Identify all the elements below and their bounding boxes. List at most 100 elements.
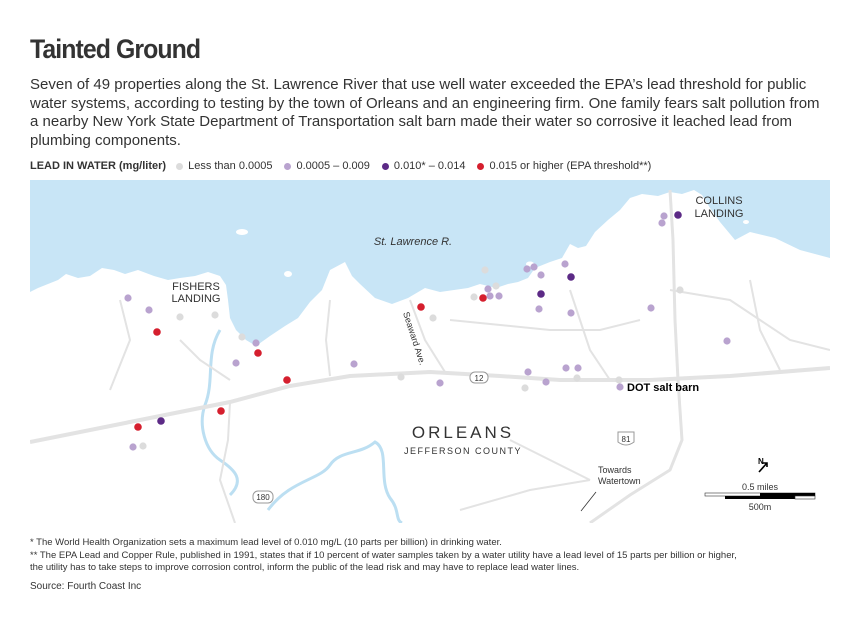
- legend-dot-icon: [284, 162, 292, 170]
- sample-point[interactable]: [660, 212, 668, 220]
- sample-point[interactable]: [524, 368, 532, 376]
- sample-point[interactable]: [573, 374, 581, 382]
- sample-point[interactable]: [495, 292, 503, 300]
- sample-point[interactable]: [283, 376, 291, 384]
- town-label: ORLEANS: [412, 423, 514, 442]
- sample-point[interactable]: [153, 328, 161, 336]
- sample-point[interactable]: [211, 311, 219, 319]
- sample-point[interactable]: [567, 273, 575, 281]
- collins-landing-label: COLLINS: [695, 195, 742, 207]
- svg-text:81: 81: [622, 435, 631, 444]
- intro-text: Seven of 49 properties along the St. Law…: [30, 76, 820, 149]
- river-water: [30, 180, 830, 346]
- source-credit: Source: Fourth Coast Inc: [30, 581, 142, 592]
- sample-point[interactable]: [537, 290, 545, 298]
- footnote-epa: ** The EPA Lead and Copper Rule, publish…: [30, 549, 737, 561]
- legend-dot-icon: [477, 162, 485, 170]
- route-180-shield: 180: [252, 490, 274, 504]
- island: [284, 271, 292, 277]
- route-12-shield: 12: [469, 371, 489, 384]
- sample-point[interactable]: [481, 266, 489, 274]
- legend-item-low: 0.0005 – 0.009: [284, 160, 370, 172]
- towards-arrow: [580, 491, 597, 512]
- county-label: JEFFERSON COUNTY: [404, 446, 522, 456]
- page-title: Tainted Ground: [30, 34, 201, 64]
- legend: LEAD IN WATER (mg/liter) Less than 0.000…: [30, 160, 663, 172]
- sample-point[interactable]: [470, 293, 478, 301]
- sample-point[interactable]: [238, 333, 246, 341]
- salt-barn-label: DOT salt barn: [627, 382, 699, 394]
- island: [342, 275, 350, 281]
- sample-point[interactable]: [561, 260, 569, 268]
- sample-point[interactable]: [562, 364, 570, 372]
- river-label: St. Lawrence R.: [374, 236, 452, 248]
- sample-point[interactable]: [252, 339, 260, 347]
- sample-point[interactable]: [723, 337, 731, 345]
- svg-text:12: 12: [475, 374, 484, 383]
- legend-dot-icon: [176, 162, 184, 170]
- sample-point[interactable]: [254, 349, 262, 357]
- sample-point[interactable]: [676, 286, 684, 294]
- roads: [30, 189, 830, 523]
- legend-item-medium: 0.010* – 0.014: [381, 160, 466, 172]
- sample-point[interactable]: [479, 294, 487, 302]
- sample-point[interactable]: [484, 285, 492, 293]
- sample-point[interactable]: [134, 423, 142, 431]
- sample-point[interactable]: [574, 364, 582, 372]
- legend-label: 0.0005 – 0.009: [296, 160, 370, 172]
- legend-label: 0.010* – 0.014: [393, 160, 466, 172]
- svg-text:N: N: [758, 457, 764, 466]
- fishers-landing-label: FISHERS: [172, 281, 220, 293]
- sample-point[interactable]: [523, 265, 531, 273]
- legend-item-high: 0.015 or higher (EPA threshold**): [477, 160, 651, 172]
- legend-title: LEAD IN WATER (mg/liter): [30, 160, 167, 172]
- sample-point[interactable]: [535, 305, 543, 313]
- sample-point[interactable]: [537, 271, 545, 279]
- scale-miles-label: 0.5 miles: [742, 482, 779, 492]
- north-arrow-icon: N: [758, 457, 768, 473]
- sample-point[interactable]: [542, 378, 550, 386]
- scale-m-label: 500m: [749, 502, 772, 512]
- sample-point[interactable]: [350, 360, 358, 368]
- sample-point[interactable]: [658, 219, 666, 227]
- creek: [200, 329, 239, 497]
- fishers-landing-label: LANDING: [172, 293, 221, 305]
- sample-point[interactable]: [436, 379, 444, 387]
- sample-point[interactable]: [417, 303, 425, 311]
- sample-point[interactable]: [616, 383, 624, 391]
- island: [743, 220, 749, 224]
- legend-label: 0.015 or higher (EPA threshold**): [489, 160, 652, 172]
- route-81-shield: 81: [617, 431, 635, 446]
- sample-point[interactable]: [397, 373, 405, 381]
- sample-point[interactable]: [124, 294, 132, 302]
- footnote-epa-cont: the utility has to take steps to improve…: [30, 562, 580, 573]
- sample-point[interactable]: [674, 211, 682, 219]
- sample-point[interactable]: [647, 304, 655, 312]
- towards-watertown-label: Watertown: [598, 476, 641, 486]
- footnote-who: * The World Health Organization sets a m…: [30, 537, 502, 548]
- sample-point[interactable]: [145, 306, 153, 314]
- footnotes: * The World Health Organization sets a m…: [30, 537, 737, 575]
- svg-text:180: 180: [256, 493, 270, 502]
- sample-point[interactable]: [429, 314, 437, 322]
- sample-point[interactable]: [486, 292, 494, 300]
- sample-point[interactable]: [157, 417, 165, 425]
- map[interactable]: St. Lawrence R. FISHERS LANDING COLLINS …: [30, 180, 830, 523]
- collins-landing-label: LANDING: [695, 208, 744, 220]
- sample-point[interactable]: [129, 443, 137, 451]
- sample-point[interactable]: [492, 282, 500, 290]
- towards-watertown-label: Towards: [598, 465, 632, 475]
- legend-label: Less than 0.0005: [188, 160, 273, 172]
- sample-point[interactable]: [232, 359, 240, 367]
- sample-point[interactable]: [217, 407, 225, 415]
- sample-points: [124, 211, 731, 451]
- sample-point[interactable]: [521, 384, 529, 392]
- legend-item-lowest: Less than 0.0005: [176, 160, 272, 172]
- island: [236, 229, 248, 235]
- sample-point[interactable]: [615, 376, 623, 384]
- sample-point[interactable]: [176, 313, 184, 321]
- sample-point[interactable]: [530, 263, 538, 271]
- sample-point[interactable]: [139, 442, 147, 450]
- scale-bar: [704, 492, 816, 500]
- sample-point[interactable]: [567, 309, 575, 317]
